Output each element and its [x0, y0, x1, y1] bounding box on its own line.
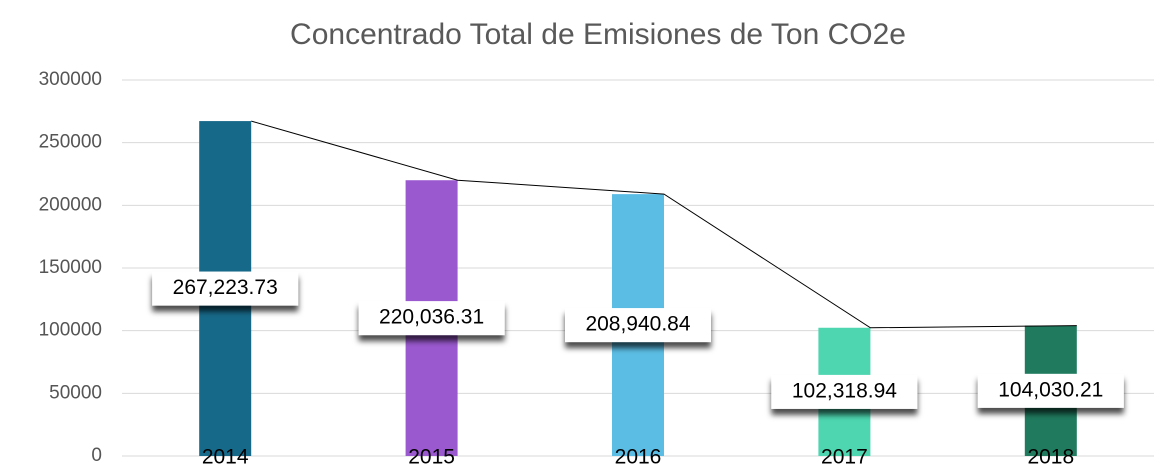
y-tick-label: 150000 [39, 257, 102, 278]
data-label-box [565, 308, 711, 343]
data-label-box [152, 271, 299, 306]
data-label: 102,318.94 [792, 379, 897, 402]
y-tick-label: 250000 [39, 132, 102, 153]
y-tick-label: 100000 [39, 320, 102, 341]
trend-line [251, 120, 1077, 329]
x-tick-label: 2016 [615, 446, 662, 466]
x-tick-label: 2017 [821, 446, 868, 466]
data-label-box [771, 374, 918, 409]
x-tick-label: 2014 [202, 446, 249, 466]
data-label: 104,030.21 [998, 378, 1103, 401]
y-tick-label: 0 [91, 445, 102, 466]
x-tick-label: 2018 [1027, 446, 1074, 466]
data-label: 220,036.31 [379, 306, 484, 329]
y-tick-label: 50000 [49, 382, 102, 403]
chart-title: Concentrado Total de Emisiones de Ton CO… [290, 18, 906, 51]
data-label: 208,940.84 [585, 313, 690, 336]
y-tick-label: 200000 [39, 194, 102, 215]
data-label: 267,223.73 [173, 276, 278, 299]
data-label-box [977, 373, 1124, 408]
y-tick-label: 300000 [39, 69, 102, 90]
x-tick-label: 2015 [408, 446, 455, 466]
data-label-box [358, 301, 505, 336]
